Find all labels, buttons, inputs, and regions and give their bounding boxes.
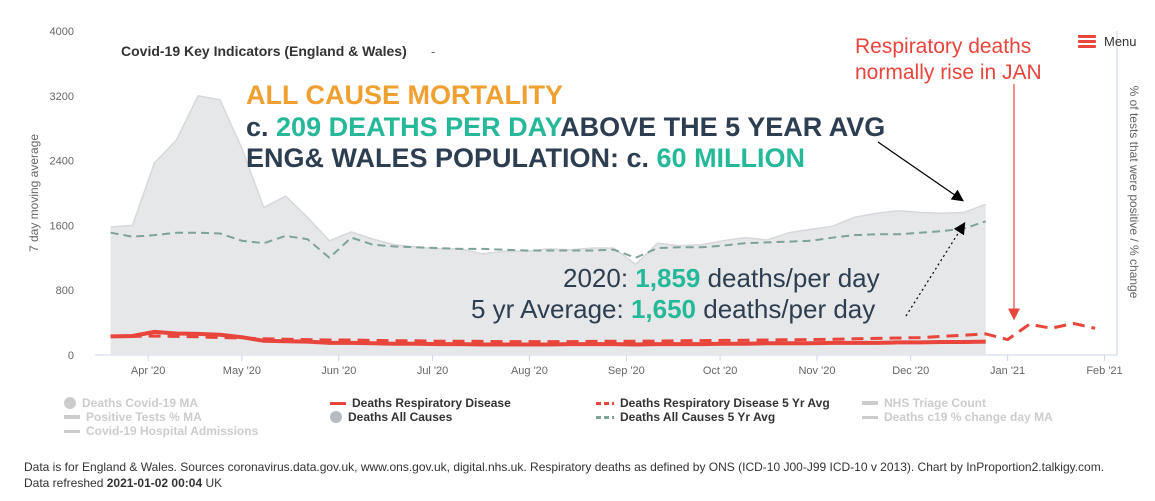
- legend-label: Deaths Respiratory Disease 5 Yr Avg: [620, 396, 830, 410]
- annotation-arrows: [877, 84, 1020, 321]
- series-line-deaths-respiratory-disease-5-yr-avg: [110, 321, 1096, 344]
- legend-label: Deaths All Causes 5 Yr Avg: [620, 410, 776, 424]
- y2-axis-label: % of tests that were positive / % change: [1127, 86, 1141, 299]
- x-tick-label: Dec '20: [892, 365, 929, 377]
- legend-label: Covid-19 Hospital Admissions: [86, 424, 259, 438]
- y-tick-label: 0: [68, 350, 74, 362]
- legend-item[interactable]: Deaths Covid-19 MA: [64, 396, 198, 410]
- chart-series: [110, 94, 1096, 356]
- chart-svg: 0 800 1600 2400 3200 4000 Apr '20 May '20 Jun '2…: [27, 26, 1141, 377]
- series-area-deaths-all-causes: [110, 95, 986, 356]
- annotation-5yr-average: 5 yr Average: 1,650 deaths/per day: [471, 294, 876, 324]
- annotation-deaths-above-avg: c. 209 DEATHS PER DAYABOVE THE 5 YEAR AV…: [246, 112, 886, 142]
- y-tick-label: 800: [56, 285, 74, 297]
- legend-label: Deaths Respiratory Disease: [352, 396, 511, 410]
- annotation-2020-deaths: 2020: 1,859 deaths/per day: [563, 263, 880, 293]
- legend-symbol: [64, 415, 80, 419]
- x-tick-label: Apr '20: [131, 365, 166, 377]
- series-line-deaths-all-causes-5-yr-avg: [110, 220, 987, 259]
- legend-item[interactable]: Deaths All Causes 5 Yr Avg: [596, 410, 775, 424]
- legend-label: Positive Tests % MA: [86, 410, 202, 424]
- y-tick-label: 1600: [50, 220, 74, 232]
- x-tick-label: Feb '21: [1086, 365, 1122, 377]
- x-tick-label: May '20: [223, 365, 261, 377]
- legend-item[interactable]: Deaths Respiratory Disease 5 Yr Avg: [596, 396, 830, 410]
- footer-source-note: Data is for England & Wales. Sources cor…: [24, 460, 1105, 490]
- x-tick-label: Jun '20: [321, 365, 356, 377]
- annotation-population: ENG& WALES POPULATION: c. 60 MILLION: [246, 143, 806, 173]
- y-axis-label: 7 day moving average: [27, 134, 41, 252]
- legend-symbol: [862, 401, 878, 405]
- hamburger-menu-icon: [1078, 34, 1096, 49]
- x-tick-label: Jan '21: [990, 365, 1025, 377]
- legend-symbol: [862, 415, 878, 419]
- x-tick-label: Aug '20: [511, 365, 548, 377]
- legend-item[interactable]: Positive Tests % MA: [64, 410, 202, 424]
- legend-symbol: [64, 429, 80, 433]
- chart-menu-button[interactable]: Menu: [1078, 34, 1137, 49]
- legend-symbol: [596, 401, 614, 405]
- y-tick-label: 4000: [50, 26, 74, 38]
- legend-label: Deaths c19 % change day MA: [884, 410, 1053, 424]
- legend-symbol: [64, 397, 76, 409]
- menu-label: Menu: [1104, 34, 1137, 49]
- y-tick-label: 3200: [50, 91, 74, 103]
- series-line-deaths-all-causes: [110, 94, 986, 266]
- arrow-dotted-to-5yr-avg: [905, 221, 966, 317]
- legend-item[interactable]: Deaths Respiratory Disease: [330, 396, 511, 410]
- legend-item[interactable]: Deaths All Causes: [330, 410, 452, 424]
- legend-item[interactable]: NHS Triage Count: [862, 396, 986, 410]
- legend-item[interactable]: Covid-19 Hospital Admissions: [64, 424, 258, 438]
- x-tick-label: Sep '20: [608, 365, 645, 377]
- legend-label: Deaths Covid-19 MA: [82, 396, 199, 410]
- chart-title-suffix: -: [431, 44, 435, 59]
- y-tick-label: 2400: [50, 156, 74, 168]
- legend-symbol: [330, 411, 342, 423]
- x-tick-label: Oct '20: [703, 365, 738, 377]
- x-tick-label: Nov '20: [798, 365, 835, 377]
- annotation-respiratory-rise: Respiratory deaths normally rise in JAN: [855, 35, 1042, 84]
- legend-label: Deaths All Causes: [348, 410, 453, 424]
- x-tick-label: Jul '20: [417, 365, 448, 377]
- annotation-all-cause-mortality: ALL CAUSE MORTALITY: [246, 80, 563, 110]
- chart-title: Covid-19 Key Indicators (England & Wales…: [121, 43, 407, 59]
- legend-symbol: [330, 401, 346, 405]
- series-line-deaths-respiratory-disease: [110, 329, 986, 347]
- legend-label: NHS Triage Count: [884, 396, 987, 410]
- arrow-to-2020-peak: [877, 141, 964, 202]
- legend-symbol: [596, 415, 614, 419]
- legend-item[interactable]: Deaths c19 % change day MA: [862, 410, 1053, 424]
